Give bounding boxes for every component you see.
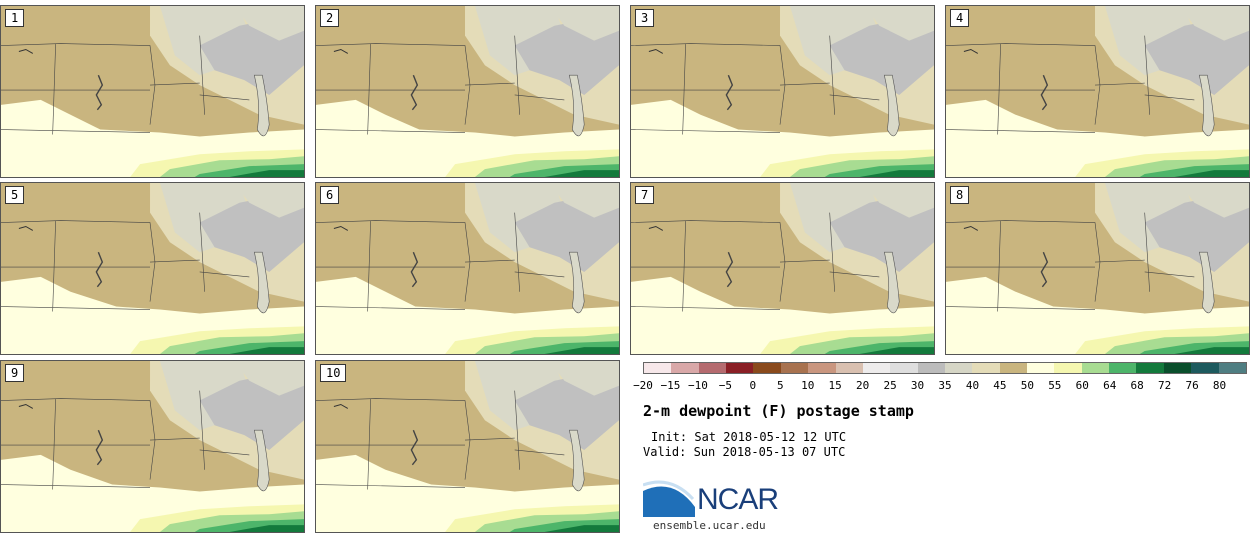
color-scale-segment (972, 363, 1000, 373)
color-scale-segment (808, 363, 836, 373)
member-panel-10: 10 (315, 360, 620, 533)
color-scale-segment (890, 363, 918, 373)
color-scale-tick-label: 45 (993, 379, 1007, 392)
dewpoint-map (1, 6, 304, 177)
dewpoint-map (1, 183, 304, 354)
color-scale-segment (862, 363, 891, 373)
color-scale-segment (1054, 363, 1082, 373)
color-scale-tick-label: −5 (718, 379, 732, 392)
color-scale-segment (835, 363, 863, 373)
color-scale-tick-label: 5 (776, 379, 784, 392)
dewpoint-map (316, 6, 619, 177)
color-scale-segment (1163, 363, 1192, 373)
color-scale-tick-label: 15 (828, 379, 842, 392)
color-scale-segment (753, 363, 781, 373)
member-panel-8: 8 (945, 182, 1250, 355)
member-number: 1 (5, 9, 25, 27)
color-scale-tick-label: 55 (1048, 379, 1062, 392)
color-scale-segment (698, 363, 727, 373)
color-scale-segment (944, 363, 973, 373)
member-panel-3: 3 (630, 5, 935, 178)
member-panel-9: 9 (0, 360, 305, 533)
color-scale-tick-label: 25 (883, 379, 897, 392)
dewpoint-map (1, 361, 304, 532)
member-number: 5 (5, 186, 25, 204)
member-number: 2 (320, 9, 340, 27)
color-scale-tick-label: 35 (938, 379, 952, 392)
color-scale-tick-label: 76 (1185, 379, 1199, 392)
color-scale-segment (1136, 363, 1164, 373)
color-scale-tick-label: 60 (1075, 379, 1089, 392)
init-time: Init: Sat 2018-05-12 12 UTC (651, 430, 847, 444)
member-panel-1: 1 (0, 5, 305, 178)
member-number: 6 (320, 186, 340, 204)
color-scale-segment (1191, 363, 1219, 373)
color-scale-segment (644, 363, 672, 373)
valid-time: Valid: Sun 2018-05-13 07 UTC (643, 445, 846, 459)
color-scale-tick-label: 72 (1158, 379, 1172, 392)
dewpoint-map (946, 6, 1249, 177)
color-scale-tick-label: 0 (749, 379, 757, 392)
color-scale-ticks: −20 −15 −10 −5 0 5 10 15 20 25 30 35 40 45 50 55 60 64 68 7… (633, 379, 1247, 393)
member-panel-6: 6 (315, 182, 620, 355)
color-scale-segment (999, 363, 1028, 373)
member-number: 4 (950, 9, 970, 27)
color-scale-segment (671, 363, 699, 373)
color-scale-segment (1081, 363, 1110, 373)
member-panel-5: 5 (0, 182, 305, 355)
color-scale-tick-label: 80 (1212, 379, 1227, 392)
color-scale-segment (726, 363, 754, 373)
dewpoint-map (631, 183, 934, 354)
color-scale-segment (1109, 363, 1137, 373)
member-number: 10 (320, 364, 347, 382)
member-panel-7: 7 (630, 182, 935, 355)
color-scale-tick-label: 10 (801, 379, 815, 392)
dewpoint-map (316, 361, 619, 532)
dewpoint-map (316, 183, 619, 354)
member-panel-4: 4 (945, 5, 1250, 178)
color-scale-segment (780, 363, 809, 373)
member-number: 8 (950, 186, 970, 204)
color-scale-segment (1218, 363, 1246, 373)
member-number: 9 (5, 364, 25, 382)
color-scale-segment (917, 363, 945, 373)
member-panel-2: 2 (315, 5, 620, 178)
dewpoint-map (631, 6, 934, 177)
color-scale-tick-label: 30 (910, 379, 925, 392)
color-scale-segment (1027, 363, 1055, 373)
color-scale-tick-label: −10 (687, 379, 708, 392)
color-scale-tick-label: 64 (1103, 379, 1117, 392)
color-scale-tick-label: 20 (856, 379, 870, 392)
member-number: 3 (635, 9, 655, 27)
dewpoint-map (946, 183, 1249, 354)
color-scale-tick-label: 50 (1020, 379, 1034, 392)
plot-title: 2-m dewpoint (F) postage stamp (643, 402, 914, 420)
color-scale-tick-label: −15 (660, 379, 681, 392)
color-scale-tick-label: −20 (633, 379, 653, 392)
member-number: 7 (635, 186, 655, 204)
ncar-logo-icon (643, 480, 695, 517)
site-url: ensemble.ucar.edu (653, 519, 766, 532)
color-scale-bar (643, 362, 1247, 374)
color-scale-tick-label: 68 (1130, 379, 1144, 392)
color-scale-tick-label: 40 (965, 379, 980, 392)
ncar-logo-text: NCAR (697, 483, 779, 516)
